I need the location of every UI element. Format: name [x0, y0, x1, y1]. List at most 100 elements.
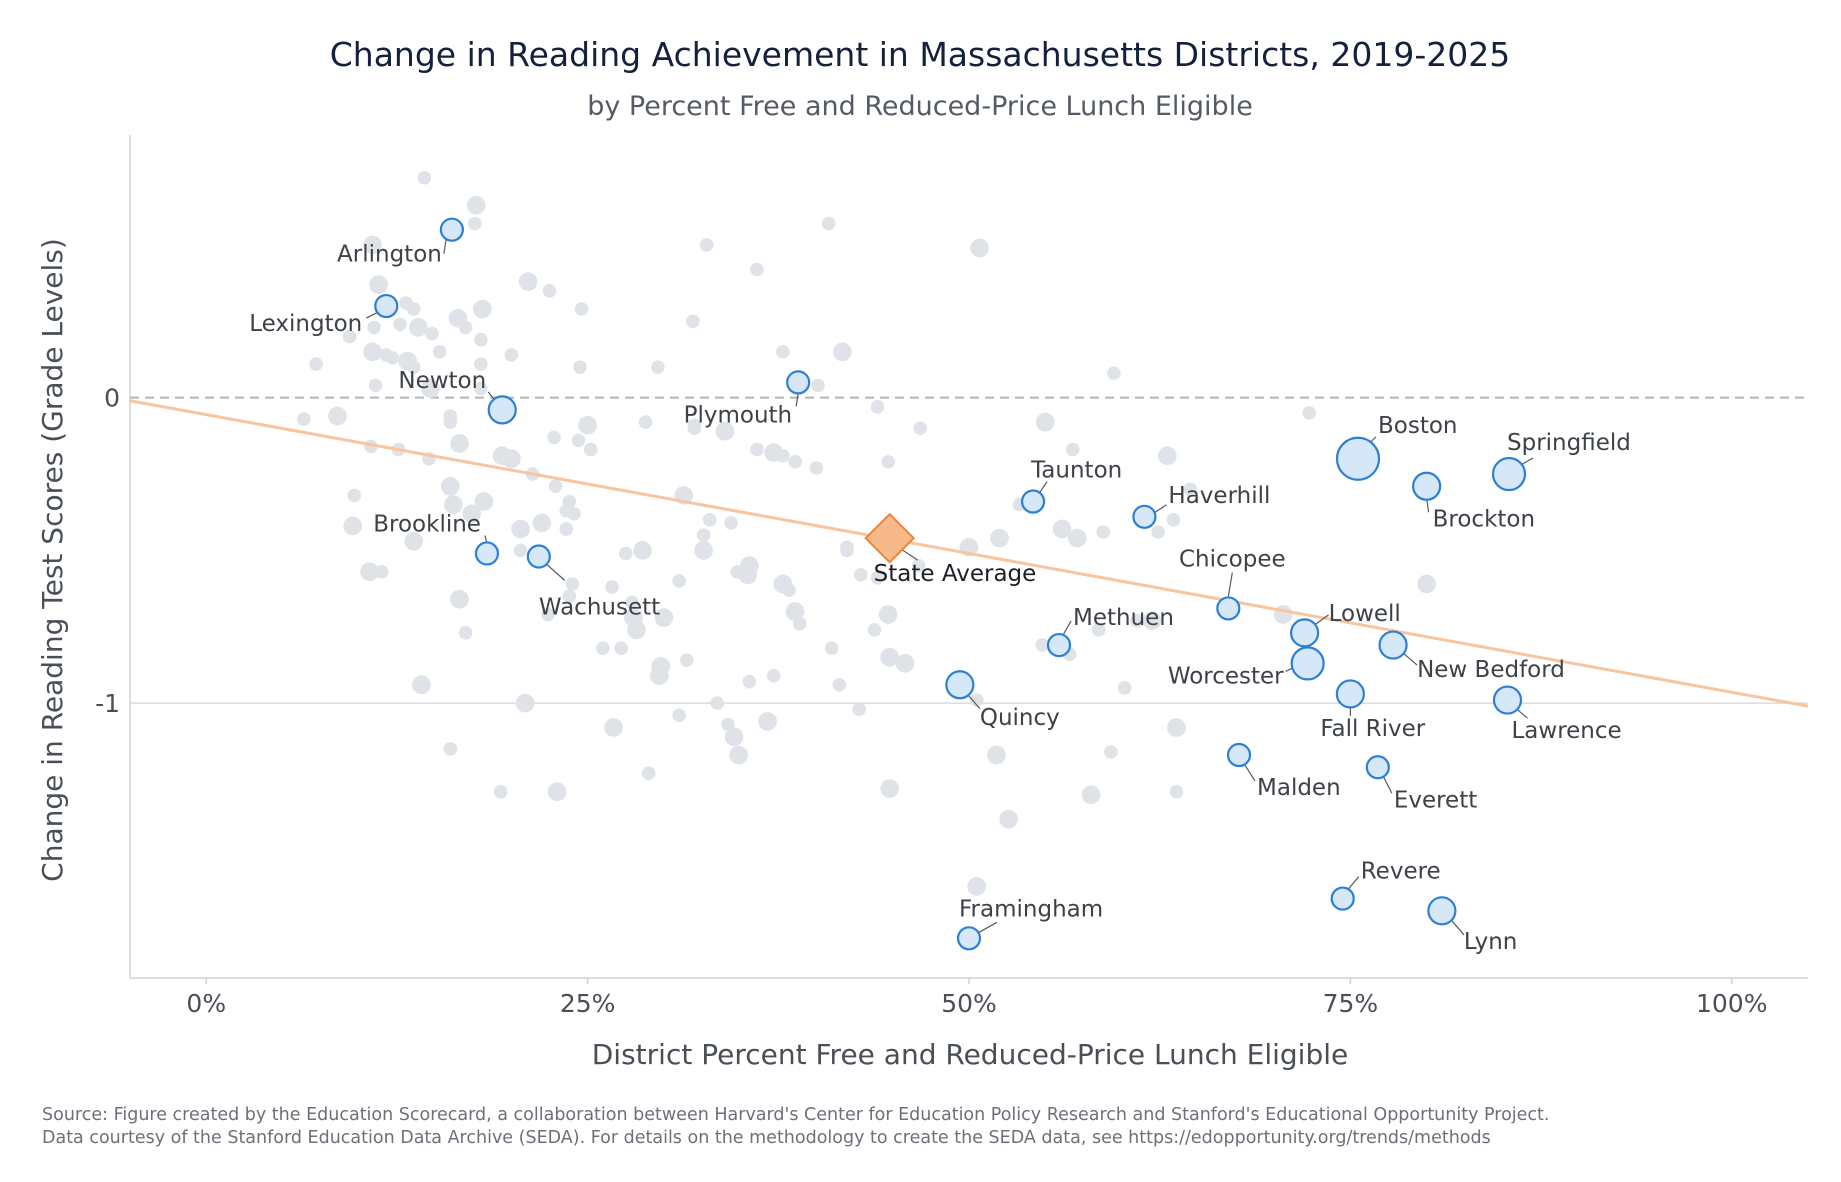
district-everett[interactable]: Everett	[1365, 755, 1477, 813]
district-point-highlight[interactable]	[526, 544, 551, 569]
district-plymouth[interactable]: Plymouth	[684, 370, 811, 428]
leader-line	[1451, 920, 1465, 936]
district-brookline[interactable]: Brookline	[373, 511, 500, 566]
district-lynn[interactable]: Lynn	[1427, 896, 1517, 955]
trend-line-group	[129, 399, 1809, 708]
leader-line	[967, 694, 981, 710]
district-point	[811, 378, 825, 393]
district-label: Taunton	[1030, 458, 1122, 484]
district-point	[542, 283, 557, 298]
district-point-highlight[interactable]	[374, 293, 399, 319]
district-point	[618, 546, 633, 561]
district-point	[374, 564, 389, 579]
district-lexington[interactable]: Lexington	[249, 293, 399, 337]
district-boston[interactable]: Boston	[1335, 413, 1458, 481]
district-point-highlight[interactable]	[474, 541, 500, 566]
district-point-highlight[interactable]	[487, 395, 517, 425]
district-label: Lawrence	[1511, 718, 1621, 744]
district-point-highlight[interactable]	[1289, 618, 1320, 648]
district-revere[interactable]: Revere	[1330, 859, 1441, 911]
district-label: New Bedford	[1417, 657, 1565, 683]
district-taunton[interactable]: Taunton	[1020, 458, 1122, 514]
district-point-highlight[interactable]	[1020, 489, 1046, 514]
district-point-highlight[interactable]	[945, 670, 975, 700]
district-label: Brookline	[373, 511, 481, 537]
district-point	[638, 415, 653, 429]
district-worcester[interactable]: Worcester	[1168, 646, 1325, 689]
district-point-highlight[interactable]	[1492, 685, 1523, 715]
district-point	[969, 693, 984, 707]
district-point-highlight[interactable]	[1046, 632, 1072, 658]
district-newton[interactable]: Newton	[398, 368, 517, 425]
source-note-line-2: Data courtesy of the Stanford Education …	[42, 1128, 1491, 1148]
district-point-highlight[interactable]	[1216, 596, 1241, 621]
district-lawrence[interactable]: Lawrence	[1492, 685, 1622, 745]
district-point-highlight[interactable]	[786, 370, 811, 395]
district-point	[425, 326, 439, 341]
district-new-bedford[interactable]: New Bedford	[1378, 630, 1565, 684]
district-point	[758, 712, 777, 731]
district-wachusett[interactable]: Wachusett	[526, 544, 660, 621]
district-point	[742, 674, 757, 689]
district-point-highlight[interactable]	[1330, 886, 1355, 911]
district-label: Worcester	[1168, 663, 1284, 689]
district-point-highlight[interactable]	[1226, 742, 1252, 768]
district-point-highlight[interactable]	[439, 217, 464, 242]
district-haverhill[interactable]: Haverhill	[1132, 483, 1270, 529]
y-ticks: 0 -1	[95, 384, 120, 718]
district-point	[867, 623, 882, 637]
district-point	[766, 668, 781, 683]
district-point	[1151, 525, 1165, 539]
district-point	[363, 342, 382, 362]
district-fall-river[interactable]: Fall River	[1320, 679, 1426, 742]
state-average-marker[interactable]	[864, 512, 916, 564]
district-point-highlight[interactable]	[1335, 679, 1365, 709]
district-point	[870, 400, 885, 414]
district-point-highlight[interactable]	[1290, 646, 1325, 681]
district-arlington[interactable]: Arlington	[337, 217, 464, 268]
district-point	[596, 641, 610, 655]
district-point-highlight[interactable]	[1491, 456, 1527, 492]
x-tick-label: 25%	[560, 989, 616, 1018]
district-point	[444, 495, 463, 514]
district-springfield[interactable]: Springfield	[1491, 430, 1631, 492]
district-point	[474, 357, 488, 371]
district-point	[408, 318, 428, 337]
district-point	[1157, 446, 1177, 466]
district-point	[776, 448, 790, 463]
x-ticks: 0% 25% 50% 75% 100%	[186, 978, 1767, 1018]
district-point-highlight[interactable]	[1132, 504, 1157, 529]
district-point	[562, 589, 577, 604]
district-point	[821, 216, 836, 231]
district-point	[578, 415, 597, 435]
district-point-highlight[interactable]	[1378, 630, 1408, 660]
district-point	[565, 577, 580, 591]
district-point-highlight[interactable]	[1427, 896, 1457, 926]
leader-line	[1402, 652, 1418, 666]
district-lowell[interactable]: Lowell	[1289, 601, 1401, 648]
leader-line	[978, 921, 998, 933]
leader-line	[546, 564, 566, 581]
district-point-highlight[interactable]	[956, 926, 982, 951]
district-point	[474, 492, 494, 511]
district-point	[1096, 525, 1111, 539]
district-point	[654, 608, 674, 627]
district-point	[776, 345, 790, 359]
district-methuen[interactable]: Methuen	[1046, 605, 1174, 658]
district-brockton[interactable]: Brockton	[1412, 471, 1535, 533]
district-malden[interactable]: Malden	[1226, 742, 1341, 801]
district-point-highlight[interactable]	[1412, 471, 1442, 501]
district-point	[970, 238, 990, 258]
district-point-highlight[interactable]	[1335, 436, 1381, 481]
district-point-highlight[interactable]	[1365, 755, 1390, 780]
district-framingham[interactable]: Framingham	[956, 896, 1103, 951]
y-axis-label: Change in Reading Test Scores (Grade Lev…	[36, 238, 69, 882]
district-point	[1081, 785, 1101, 805]
district-chicopee[interactable]: Chicopee	[1179, 546, 1286, 621]
district-point	[342, 329, 357, 344]
district-point	[824, 641, 839, 655]
leader-line	[1154, 504, 1167, 514]
district-point	[913, 421, 927, 436]
district-quincy[interactable]: Quincy	[945, 670, 1060, 731]
district-point	[443, 415, 458, 429]
